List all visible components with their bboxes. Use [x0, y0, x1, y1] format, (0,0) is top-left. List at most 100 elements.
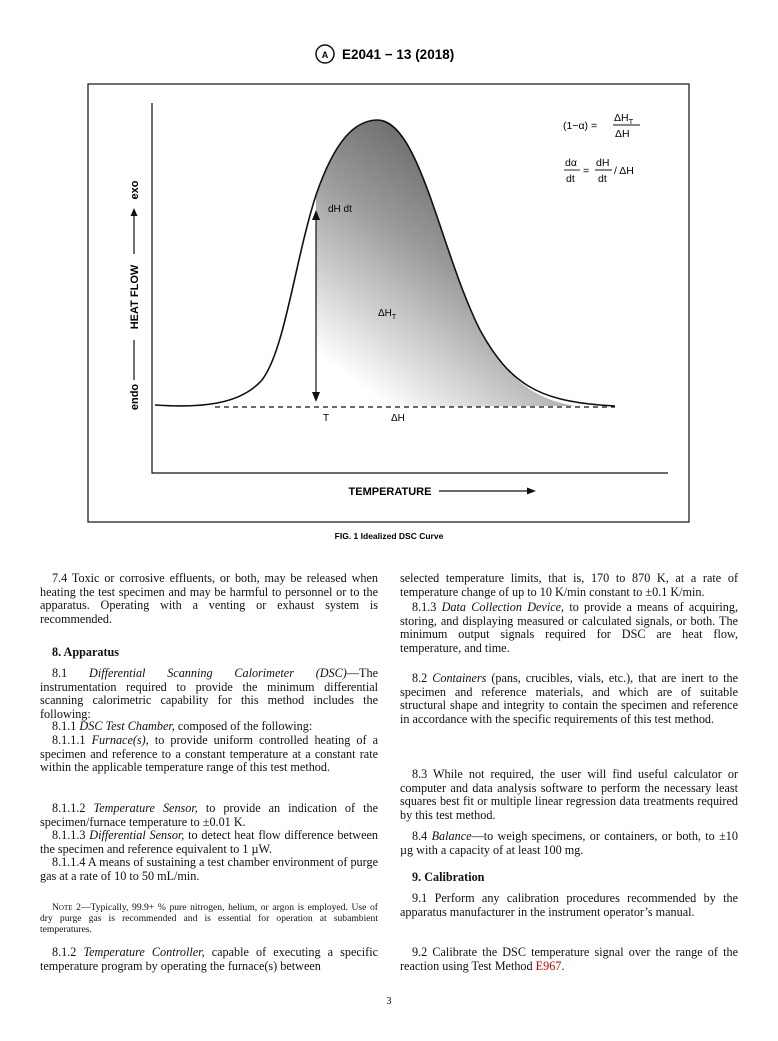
- eq-text: / ΔH: [614, 165, 634, 177]
- paragraph: 8.1.1.3 Differential Sensor, to detect h…: [40, 828, 378, 856]
- section-heading: 9. Calibration: [400, 870, 738, 885]
- text: to provide a means of acquiring, storing…: [400, 600, 738, 655]
- designation: E2041 − 13 (2018): [342, 47, 454, 62]
- section-number: 7.4: [52, 571, 68, 585]
- figure-frame: [87, 83, 690, 523]
- text: composed of the following:: [177, 719, 313, 733]
- term: Temperature Controller,: [83, 945, 205, 959]
- y-label-high: exo: [129, 180, 141, 199]
- term: Differential Scanning Calorimeter (DSC): [89, 666, 347, 680]
- paragraph: 8.1 Differential Scanning Calorimeter (D…: [40, 666, 378, 721]
- text: to detect heat flow difference between t…: [40, 828, 378, 856]
- term: DSC Test Chamber,: [79, 719, 175, 733]
- term: Furnace(s),: [91, 733, 149, 747]
- section-number: 8.1.1.3: [52, 828, 86, 842]
- subscript: T: [392, 314, 397, 321]
- eq-text: ΔHT: [614, 112, 634, 126]
- paragraph: 8.4 Balance—to weigh specimens, or conta…: [400, 829, 738, 857]
- text: to provide uniform controlled heating of…: [40, 733, 379, 774]
- peak-area: [316, 120, 575, 407]
- section-number: 8.1.1.2: [52, 801, 86, 815]
- paragraph: 8.1.2 Temperature Controller, capable of…: [40, 945, 379, 973]
- paragraph: 8.1.1.1 Furnace(s), to provide uniform c…: [40, 733, 379, 775]
- text: Typically, 99.9+ % pure nitrogen, helium…: [40, 902, 379, 935]
- eq-text: dt: [598, 173, 607, 185]
- section-number: 8.1.1.4: [52, 855, 86, 869]
- link[interactable]: E967: [535, 958, 562, 973]
- section-number: 9.1: [412, 891, 428, 905]
- x-label: TEMPERATURE: [349, 486, 432, 498]
- term: Balance: [431, 829, 472, 843]
- term: Differential Sensor,: [89, 828, 185, 842]
- text: ΔH: [614, 112, 629, 124]
- text: —The instrumentation required to provide…: [40, 666, 378, 721]
- section-number: 8.1.2: [52, 945, 77, 959]
- paragraph: 8.2 Containers (pans, crucibles, vials, …: [400, 671, 738, 726]
- arrow-head: [527, 487, 536, 495]
- text: (pans, crucibles, vials, etc.), that are…: [400, 671, 738, 726]
- heading-text: 8. Apparatus: [52, 645, 120, 659]
- arrow-head: [312, 210, 320, 220]
- paragraph: 8.3 While not required, the user will fi…: [400, 767, 738, 822]
- text: to provide an indication of the specimen…: [40, 801, 379, 829]
- term: Data Collection Device,: [441, 600, 565, 614]
- arrow-head: [312, 392, 320, 402]
- area-label: ΔHT: [378, 308, 397, 321]
- section-number: 8.1.1.1: [52, 733, 86, 747]
- equation-1: (1−α) = ΔHT ΔH: [563, 112, 640, 140]
- section-number: 8.3: [412, 767, 428, 781]
- paragraph: 9.1 Perform any calibration procedures r…: [400, 891, 739, 919]
- text: selected temperature limits, that is, 17…: [400, 571, 738, 599]
- text: Perform any calibration procedures recom…: [400, 891, 739, 919]
- svg-text:A: A: [322, 50, 329, 60]
- equation-2: dα dt = dH dt / ΔH: [564, 157, 634, 185]
- arrow-head: [130, 208, 138, 216]
- text: capable of executing a specific temperat…: [40, 945, 379, 973]
- curve-label: dH dt: [328, 204, 352, 215]
- paragraph: Note 2—Typically, 99.9+ % pure nitrogen,…: [40, 902, 378, 935]
- text: —to weigh specimens, or containers, or b…: [400, 829, 738, 857]
- eq-text: ΔH: [615, 128, 630, 140]
- section-number: 8.1.3: [412, 600, 437, 614]
- section-number: 8.1: [52, 666, 68, 680]
- eq-text: dt: [566, 173, 575, 185]
- text: While not required, the user will find u…: [400, 767, 738, 822]
- text: Toxic or corrosive effluents, or both, m…: [40, 571, 378, 626]
- paragraph: 7.4 Toxic or corrosive effluents, or bot…: [40, 571, 378, 626]
- text: Calibrate the DSC temperature signal ove…: [400, 945, 738, 973]
- note-label: Note 2—: [52, 902, 91, 913]
- y-label-low: endo: [129, 384, 141, 411]
- section-number: 8.1.1: [52, 719, 77, 733]
- paragraph: selected temperature limits, that is, 17…: [400, 571, 738, 599]
- eq-text: dH: [596, 157, 609, 169]
- paragraph: 8.1.3 Data Collection Device, to provide…: [400, 600, 738, 655]
- paragraph: 8.1.1.4 A means of sustaining a test cha…: [40, 855, 378, 883]
- paragraph: 8.1.1.2 Temperature Sensor, to provide a…: [40, 801, 379, 829]
- axes: [151, 103, 668, 474]
- logo: A: [315, 44, 335, 64]
- point-label: T: [323, 413, 329, 424]
- y-label-main: HEAT FLOW: [129, 264, 141, 329]
- section-number: 8.2: [412, 671, 428, 685]
- text: A means of sustaining a test chamber env…: [40, 855, 378, 883]
- dsc-curve: [154, 119, 616, 407]
- baseline-label: ΔH: [391, 413, 405, 424]
- eq-text: =: [583, 165, 589, 177]
- term: Temperature Sensor,: [93, 801, 198, 815]
- eq-text: dα: [565, 157, 577, 169]
- page-number: 3: [387, 996, 392, 1007]
- subscript: T: [629, 117, 634, 126]
- section-number: 9.2: [412, 945, 428, 959]
- paragraph: 9.2 Calibrate the DSC temperature signal…: [400, 945, 738, 973]
- text: .: [561, 958, 565, 973]
- y-label: endo HEAT FLOW exo: [129, 180, 141, 410]
- section-number: 8.4: [412, 829, 428, 843]
- figure-caption: FIG. 1 Idealized DSC Curve: [335, 531, 444, 541]
- eq-text: (1−α) =: [563, 120, 597, 132]
- heading-text: 9. Calibration: [412, 870, 485, 884]
- text: ΔH: [378, 308, 392, 319]
- paragraph: 8.1.1 DSC Test Chamber, composed of the …: [40, 719, 378, 734]
- section-heading: 8. Apparatus: [40, 645, 378, 660]
